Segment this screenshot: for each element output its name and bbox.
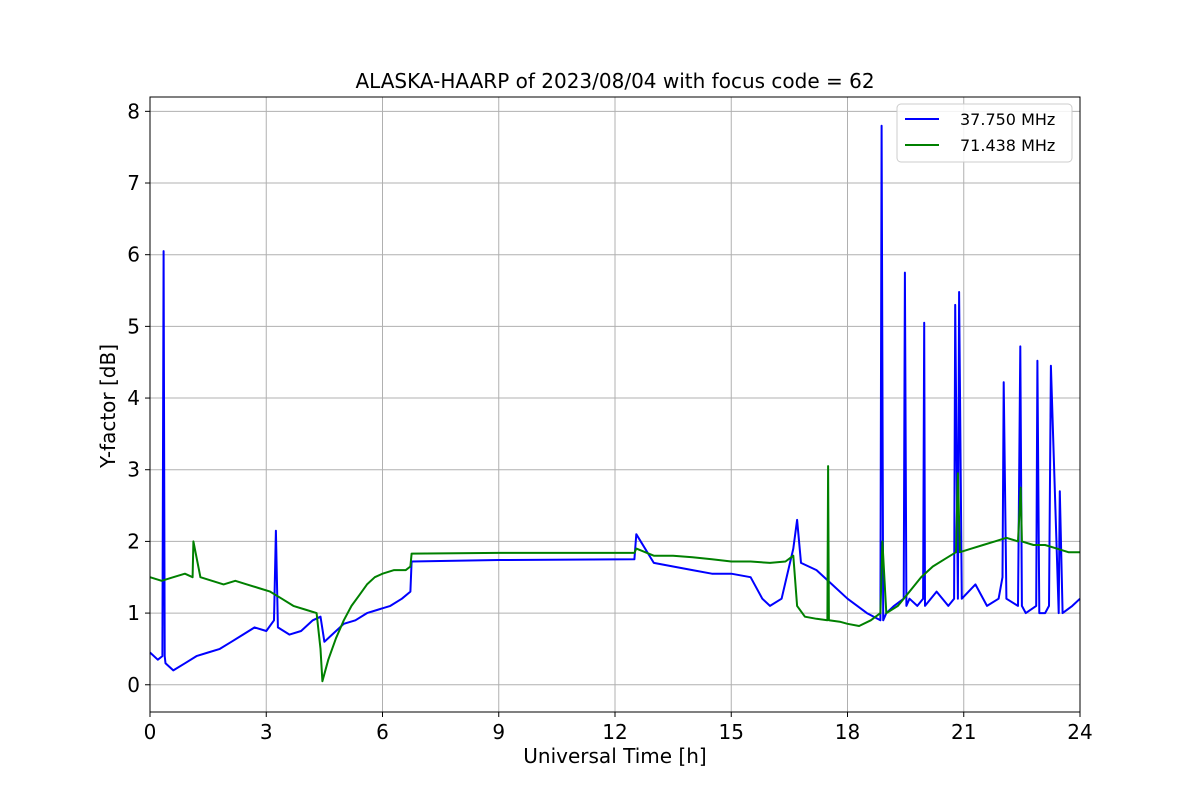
y-tick-label: 7 [127, 171, 140, 195]
x-tick-label: 21 [951, 720, 976, 744]
series-line-37-750-mhz [149, 124, 1081, 672]
x-tick-label: 0 [144, 720, 157, 744]
x-tick-label: 24 [1067, 720, 1092, 744]
legend-box [896, 103, 1073, 163]
y-tick-label: 1 [127, 601, 140, 625]
y-axis-label: Y-factor [dB] [96, 344, 120, 469]
legend-label-71-438: 71.438 MHz [960, 136, 1055, 155]
x-axis-label: Universal Time [h] [523, 744, 706, 768]
x-tick-label: 6 [376, 720, 389, 744]
legend-label-37-750: 37.750 MHz [960, 110, 1055, 129]
x-tick-label: 12 [602, 720, 627, 744]
x-tick-label: 9 [492, 720, 505, 744]
series-layer [149, 124, 1081, 683]
series-line-71-438-mhz [149, 465, 1080, 683]
y-tick-label: 3 [127, 458, 140, 482]
x-tick-label: 18 [835, 720, 860, 744]
x-tick-label: 15 [719, 720, 744, 744]
y-tick-label: 2 [127, 529, 140, 553]
chart-title: ALASKA-HAARP of 2023/08/04 with focus co… [355, 69, 874, 93]
y-tick-label: 5 [127, 314, 140, 338]
y-tick-label: 0 [127, 673, 140, 697]
x-tick-label: 3 [260, 720, 273, 744]
legend: 37.750 MHz 71.438 MHz [896, 103, 1073, 163]
grid-layer [149, 97, 1081, 712]
y-tick-label: 8 [127, 99, 140, 123]
y-tick-label: 4 [127, 386, 140, 410]
y-tick-label: 6 [127, 243, 140, 267]
